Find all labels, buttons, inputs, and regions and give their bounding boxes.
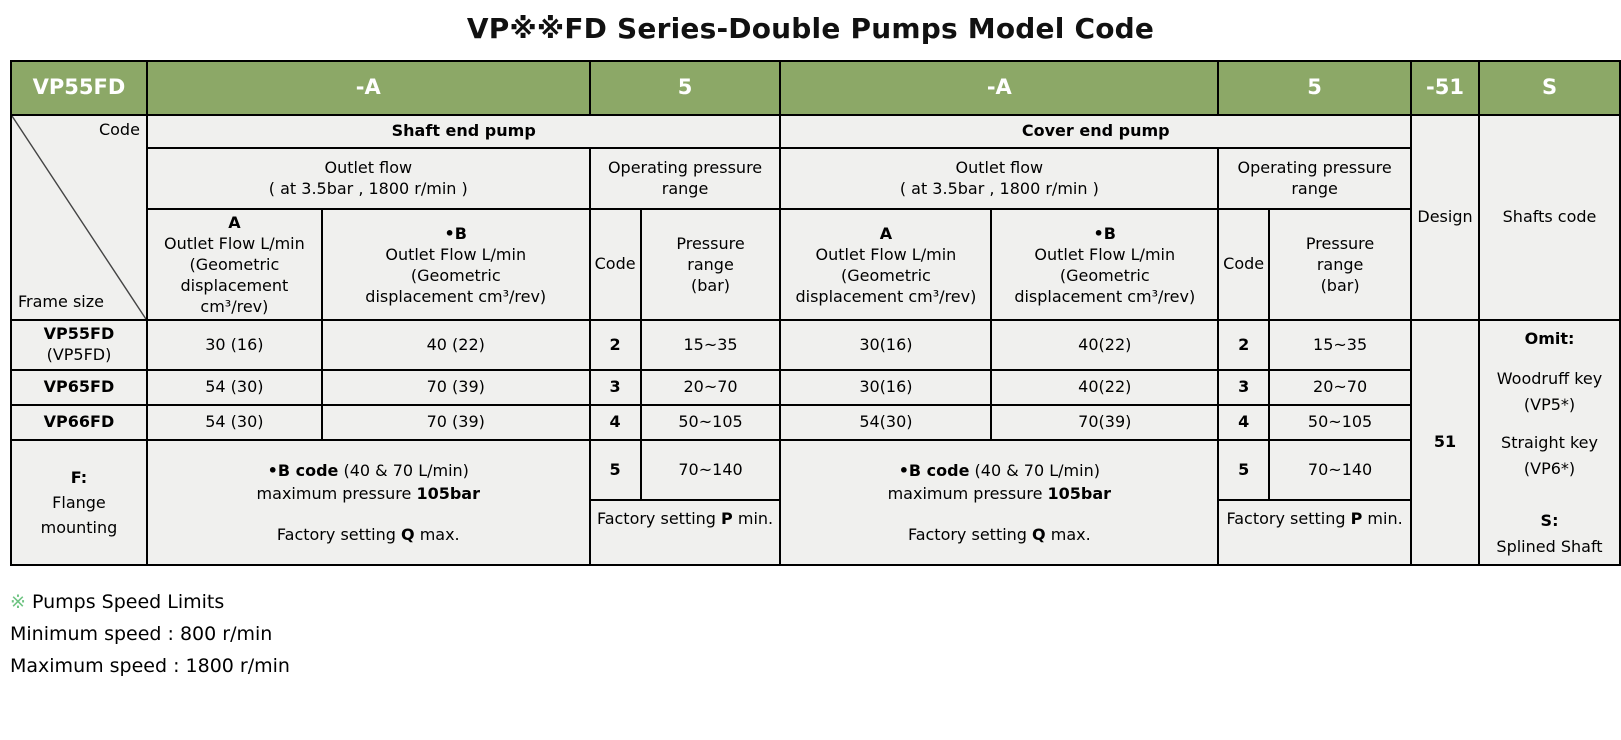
cell-cover-b: 40(22) [990,319,1220,371]
design-value: 51 [1410,319,1481,566]
cover-operating-pressure-header: Operating pressure range [1217,147,1413,210]
model-code-shaft: S [1478,60,1621,116]
model-code-cover-pressure: 5 [1217,60,1413,116]
frame-size-label: Frame size [18,292,104,312]
cell-shaft-range: 15~35 [639,319,782,371]
cell-shaft-code: 3 [588,369,642,406]
model-code-table: VP55FD -A 5 -A 5 -51 S Code Frame size S… [10,60,1621,566]
cell-cover-range-5: 70~140 [1268,439,1413,501]
minimum-speed-note: Minimum speed : 800 r/min [10,623,273,645]
code-frame-size-diagonal-cell: Code Frame size [10,114,148,321]
cover-code-col-header: Code [1217,208,1271,321]
pump-section-header-row: Code Frame size Shaft end pump Cover end… [10,114,1621,321]
frame-name-vp66fd: VP66FD [10,404,148,441]
cover-b-code-note: •B code (40 & 70 L/min) maximum pressure… [779,439,1220,566]
cell-shaft-code: 2 [588,319,642,371]
cell-cover-a: 30(16) [779,319,993,371]
page-title: VP※※FD Series-Double Pumps Model Code [466,12,1155,45]
shaft-factory-setting-note: Factory setting P min. [588,499,782,566]
cell-shaft-range-5: 70~140 [639,439,782,501]
shafts-code-options: Omit: Woodruff key (VP5*) Straight key (… [1478,319,1621,566]
column-header-row: A Outlet Flow L/min (Geometric displacem… [11,208,1620,321]
cell-cover-range: 50~105 [1268,404,1413,441]
diagonal-line [12,116,146,319]
table-row-vp55fd: VP55FD (VP5FD) 30 (16) 40 (22) 2 15~35 3… [10,319,1621,566]
cell-shaft-a: 54 (30) [145,369,323,406]
cell-cover-b: 40(22) [990,369,1220,406]
cell-shaft-range: 50~105 [639,404,782,441]
shaft-operating-pressure-header: Operating pressure range [588,147,782,210]
cover-col-b-header: •B Outlet Flow L/min (Geometric displace… [990,208,1220,321]
model-code-shaft-flow: -A [145,60,591,116]
cell-shaft-range: 20~70 [639,369,782,406]
flow-pressure-header-row: Outlet flow ( at 3.5bar , 1800 r/min ) O… [11,147,1620,210]
shaft-outlet-flow-header: Outlet flow ( at 3.5bar , 1800 r/min ) [145,147,591,210]
frame-name-vp55fd: VP55FD (VP5FD) [10,319,148,371]
cover-outlet-flow-header: Outlet flow ( at 3.5bar , 1800 r/min ) [779,147,1220,210]
cell-cover-code: 3 [1217,369,1271,406]
cell-shaft-a: 54 (30) [145,404,323,441]
cover-factory-setting-note: Factory setting P min. [1217,499,1413,566]
shaft-code-col-header: Code [588,208,642,321]
cell-shaft-b: 70 (39) [320,369,591,406]
shaft-pressure-col-header: Pressure range (bar) [639,208,782,321]
table-row-vp65fd: VP65FD 54 (30) 70 (39) 3 20~70 30(16) 40… [10,369,1620,406]
cover-pressure-col-header: Pressure range (bar) [1268,208,1413,321]
shaft-col-a-header: A Outlet Flow L/min (Geometric displacem… [145,208,323,321]
cell-cover-code: 2 [1217,319,1271,371]
cell-cover-code-5: 5 [1217,439,1271,501]
shaft-end-pump-header: Shaft end pump [145,114,782,149]
pumps-speed-limits-note: ※ Pumps Speed Limits [10,591,225,613]
model-code-frame: VP55FD [10,60,148,116]
cell-cover-range: 20~70 [1268,369,1413,406]
cell-shaft-b: 70 (39) [320,404,591,441]
shaft-col-b-header: •B Outlet Flow L/min (Geometric displace… [320,208,591,321]
model-code-cover-flow: -A [779,60,1220,116]
cell-shaft-b: 40 (22) [320,319,591,371]
table-row-vp66fd: VP66FD 54 (30) 70 (39) 4 50~105 54(30) 7… [10,404,1620,441]
shafts-code-header: Shafts code [1478,114,1621,321]
model-code-row: VP55FD -A 5 -A 5 -51 S [10,60,1621,116]
model-code-shaft-pressure: 5 [588,60,782,116]
cell-shaft-code: 4 [588,404,642,441]
bottom-row-code5: F: Flange mounting •B code (40 & 70 L/mi… [10,439,1620,566]
bottom-row-factory-setting: Factory setting P min. Factory setting P… [11,499,1620,566]
frame-name-vp65fd: VP65FD [10,369,148,406]
cell-cover-range: 15~35 [1268,319,1413,371]
reference-mark: ※ [10,591,26,613]
design-header: Design [1410,114,1481,321]
cell-cover-code: 4 [1217,404,1271,441]
cell-cover-b: 70(39) [990,404,1220,441]
cover-col-a-header: A Outlet Flow L/min (Geometric displacem… [779,208,993,321]
code-label: Code [98,120,140,139]
cover-end-pump-header: Cover end pump [779,114,1413,149]
footnotes: ※ Pumps Speed Limits Minimum speed : 800… [10,592,1621,676]
cell-shaft-code-5: 5 [588,439,642,501]
cell-shaft-a: 30 (16) [145,319,323,371]
cell-cover-a: 30(16) [779,369,993,406]
cell-cover-a: 54(30) [779,404,993,441]
model-code-design: -51 [1410,60,1481,116]
flange-mounting-cell: F: Flange mounting [10,439,148,566]
shaft-b-code-note: •B code (40 & 70 L/min) maximum pressure… [145,439,591,566]
maximum-speed-note: Maximum speed : 1800 r/min [10,655,290,677]
